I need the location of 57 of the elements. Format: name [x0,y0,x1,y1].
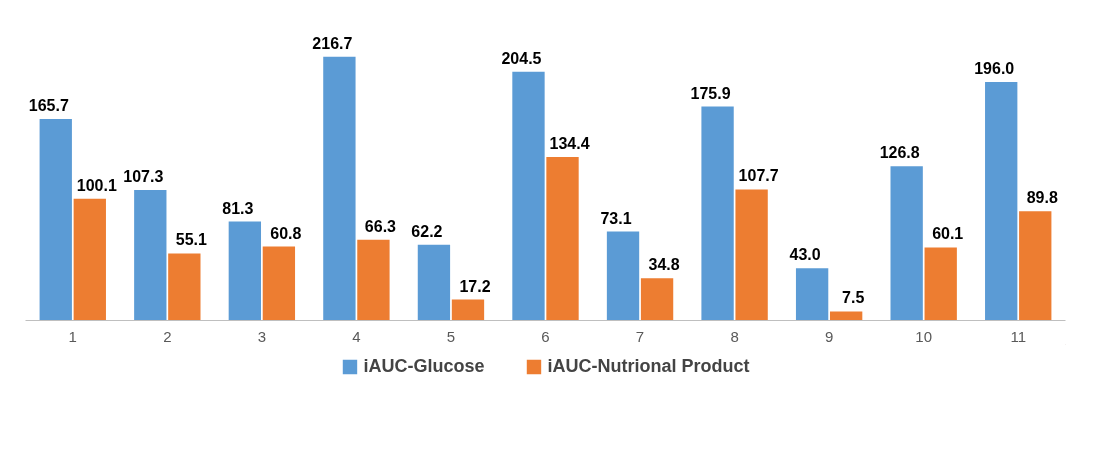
x-tick-label: 8 [730,327,739,345]
data-label: 216.7 [312,34,353,52]
data-label: 196.0 [974,60,1015,78]
data-label: 60.8 [270,224,302,242]
data-label: 134.4 [549,134,590,152]
data-label: 55.1 [175,231,208,249]
bar [228,221,262,321]
data-label: 73.1 [600,209,632,227]
bar [924,247,957,321]
data-label: 107.7 [738,167,779,185]
bar [606,231,640,321]
data-label: 89.8 [1026,189,1058,207]
bar [735,189,768,321]
bar [168,253,201,321]
data-label: 17.2 [459,277,491,295]
data-label: 175.9 [690,84,731,102]
data-label: 165.7 [28,96,69,114]
data-label: 34.8 [648,256,680,274]
bar [1019,211,1052,321]
data-label: 60.1 [932,225,964,243]
data-label: 81.3 [222,199,254,217]
x-tick-label: 7 [635,327,645,345]
data-label: 107.3 [123,167,164,185]
bar [829,311,863,321]
bar [262,246,296,321]
x-tick-label: 5 [446,327,456,345]
bar [795,268,829,321]
data-label: 43.0 [789,246,821,264]
data-label: 126.8 [879,144,920,162]
bar [323,56,356,321]
bar [512,71,545,321]
bar [546,156,579,321]
bar [701,106,734,321]
x-tick-label: 9 [824,327,834,345]
bar [417,244,451,321]
data-label: 7.5 [842,289,865,307]
data-label: 204.5 [501,49,542,67]
data-label: 62.2 [411,222,443,240]
bar [640,278,674,321]
bar [39,118,72,321]
x-tick-label: 6 [541,327,550,345]
bar [134,189,167,321]
x-tick-label: 4 [352,327,361,345]
data-label: 100.1 [76,176,117,194]
bar [890,166,923,321]
x-tick-label: 3 [257,327,267,345]
bar [73,198,106,321]
bar [985,82,1018,321]
bar [451,299,485,321]
x-tick-label: 1 [68,327,77,345]
legend-label: iAUC-Nutrional Product [547,355,750,377]
legend-label: iAUC-Glucose [363,355,485,377]
data-label: 66.3 [364,217,397,235]
bar [357,239,390,321]
x-tick-label: 10 [915,327,933,345]
x-tick-label: 11 [1010,327,1027,345]
x-tick-label: 2 [163,327,172,345]
